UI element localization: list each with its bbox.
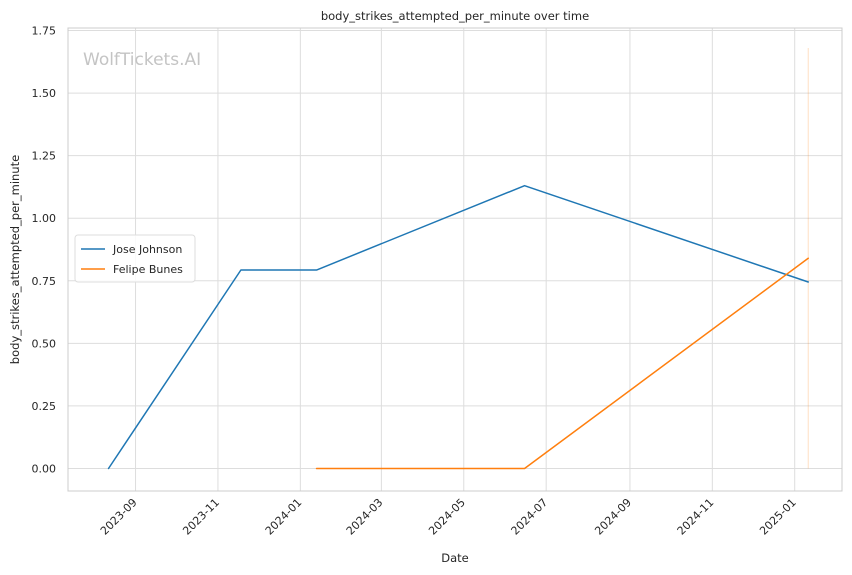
y-tick-label: 0.50 [32,337,57,350]
legend: Jose Johnson Felipe Bunes [74,234,196,283]
y-tick-label: 1.00 [32,212,57,225]
x-tick-labels: 2023-09 2023-11 2024-01 2024-03 2024-05 2024-… [98,496,799,538]
series-line-felipe-bunes [315,257,809,470]
series-layer [107,48,809,470]
watermark: WolfTickets.AI [83,50,201,70]
y-tick-label: 0.75 [32,275,57,288]
y-tick-label: 1.75 [32,25,57,38]
x-tick-label: 2024-05 [426,496,468,538]
y-tick-label: 1.50 [32,87,57,100]
legend-label: Felipe Bunes [113,263,183,276]
series-line-jose-johnson [107,184,809,470]
x-tick-label: 2025-01 [757,496,799,538]
y-tick-labels: 0.00 0.25 0.50 0.75 1.00 1.25 1.50 1.75 [32,25,57,476]
x-tick-label: 2024-03 [344,496,386,538]
x-tick-label: 2023-09 [98,496,140,538]
x-tick-label: 2024-09 [592,496,634,538]
x-tick-label: 2024-07 [509,496,551,538]
x-tick-label: 2024-01 [263,496,305,538]
chart-title: body_strikes_attempted_per_minute over t… [321,9,589,23]
legend-label: Jose Johnson [112,243,182,256]
y-tick-label: 0.25 [32,400,57,413]
plot-frame [67,27,843,492]
x-axis-title: Date [441,551,469,565]
legend-box [74,234,196,283]
x-tick-label: 2024-11 [675,496,717,538]
x-tick-label: 2023-11 [180,496,222,538]
grid-layer [68,28,842,491]
y-axis-title: body_strikes_attempted_per_minute [8,155,22,364]
y-tick-label: 1.25 [32,150,57,163]
y-tick-label: 0.00 [32,462,57,475]
